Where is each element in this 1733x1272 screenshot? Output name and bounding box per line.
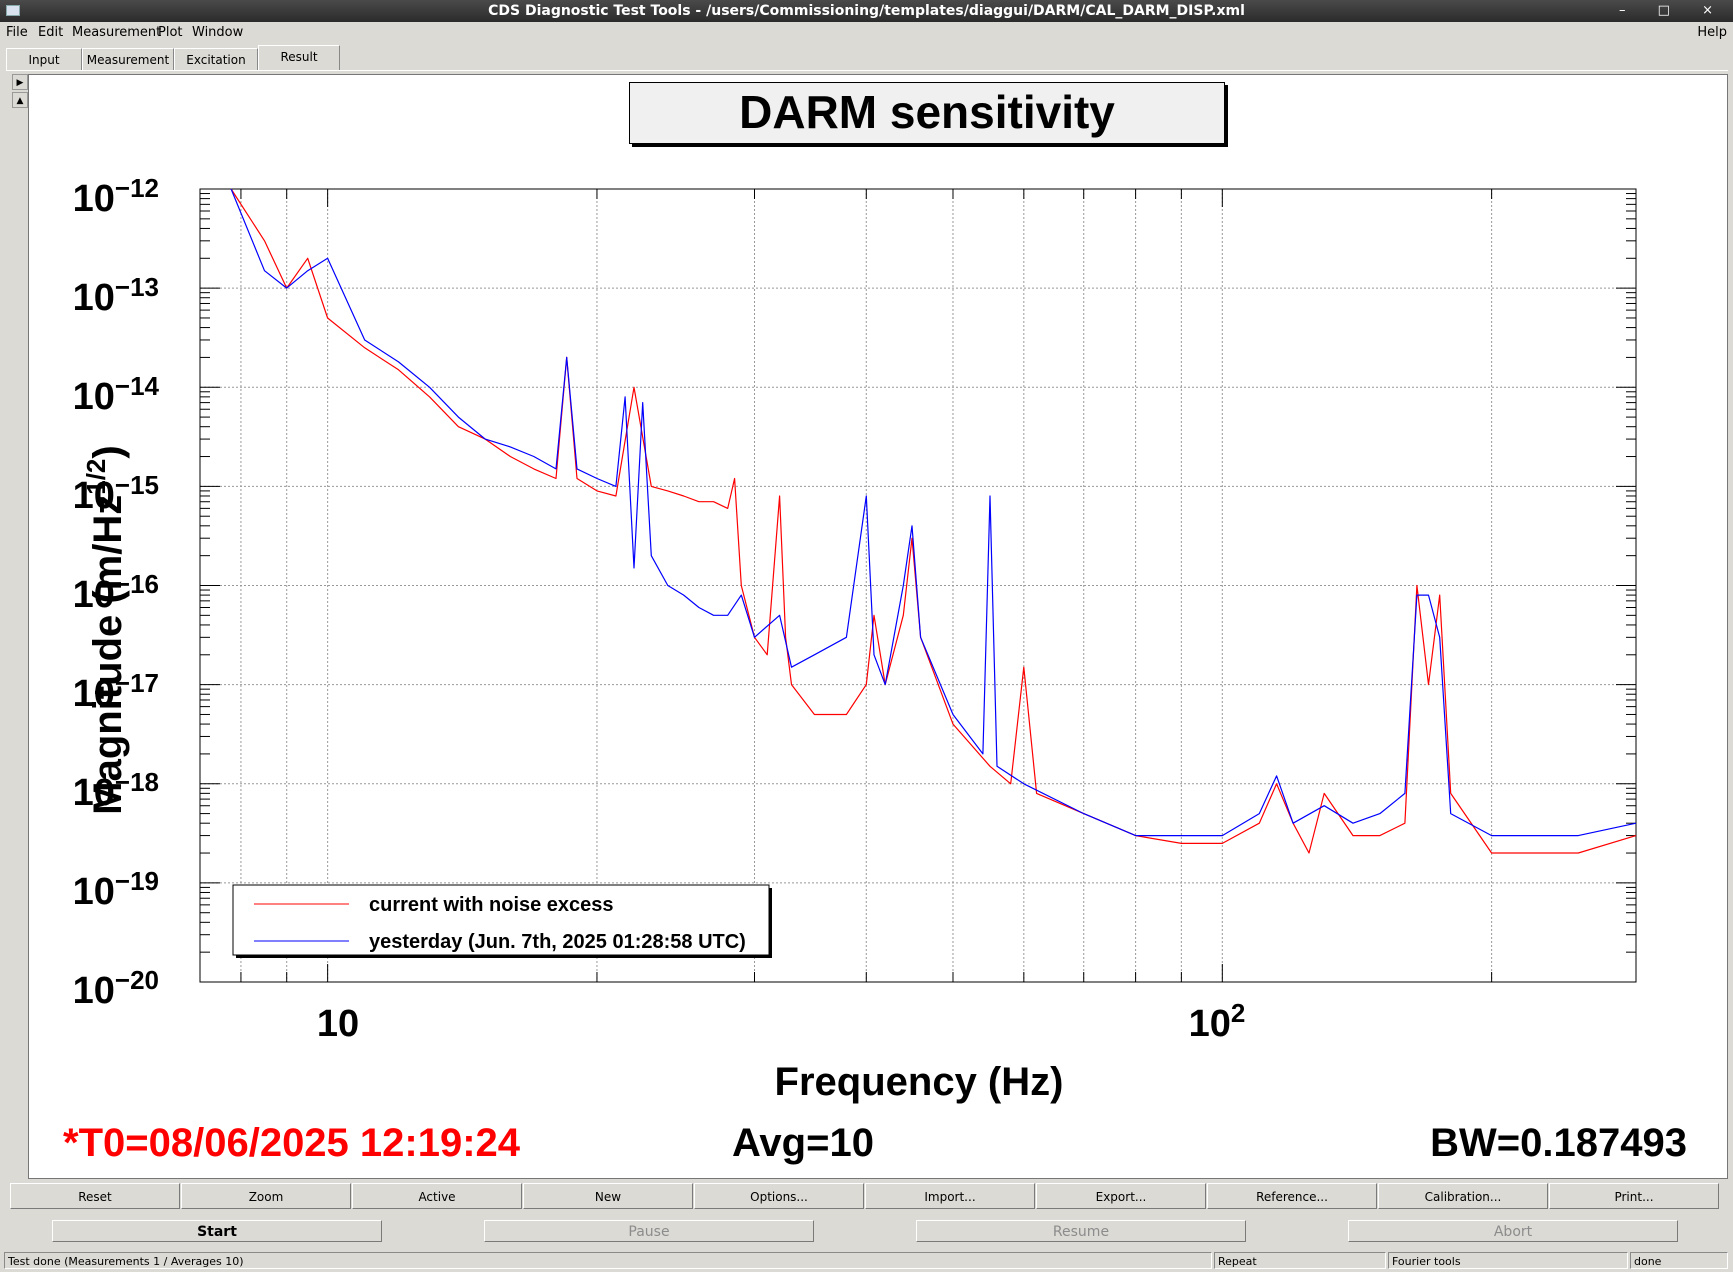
avg-label: Avg=10	[732, 1121, 874, 1165]
pause-button[interactable]: Pause	[484, 1220, 814, 1242]
y-tick-label: 10−15	[73, 470, 159, 517]
menu-window[interactable]: Window	[192, 25, 244, 40]
tab-divider	[6, 70, 1728, 71]
y-tick-label: 10−18	[73, 767, 159, 814]
status-message: Test done (Measurements 1 / Averages 10)	[4, 1252, 1212, 1269]
legend[interactable]: current with noise excess yesterday (Jun…	[232, 884, 772, 958]
tab-input[interactable]: Input	[6, 48, 82, 70]
series-line-yesterday	[230, 188, 1637, 837]
start-button[interactable]: Start	[52, 1220, 382, 1242]
app-icon	[6, 5, 20, 16]
status-fourier: Fourier tools	[1388, 1252, 1628, 1269]
side-arrows: ▶ ▲	[12, 74, 28, 110]
bw-label: BW=0.187493	[1430, 1121, 1687, 1165]
calibration-button[interactable]: Calibration...	[1378, 1183, 1548, 1209]
menubar: File Edit Measurement Plot Window Help	[0, 22, 1733, 44]
x-tick-label: 10	[317, 1003, 359, 1045]
y-tick-label: 10−12	[73, 173, 159, 220]
window-title: CDS Diagnostic Test Tools - /users/Commi…	[488, 3, 1245, 19]
options-button[interactable]: Options...	[694, 1183, 864, 1209]
new-button[interactable]: New	[523, 1183, 693, 1209]
legend-label-yesterday: yesterday (Jun. 7th, 2025 01:28:58 UTC)	[369, 931, 746, 953]
x-tick-label: 102	[1189, 998, 1246, 1045]
y-tick-label: 10−19	[73, 866, 159, 913]
x-tick-labels: 10 102	[317, 998, 1246, 1045]
menu-measurement[interactable]: Measurement	[72, 25, 162, 40]
y-tick-labels: 10−12 10−13 10−14 10−15 10−16 10−17 10−1…	[73, 173, 160, 1012]
window-controls[interactable]: – □ ×	[1619, 3, 1727, 18]
reset-button[interactable]: Reset	[10, 1183, 180, 1209]
menu-help[interactable]: Help	[1697, 25, 1727, 40]
resume-button[interactable]: Resume	[916, 1220, 1246, 1242]
series-layer	[230, 188, 1637, 854]
y-tick-label: 10−13	[73, 272, 159, 319]
y-tick-label: 10−20	[73, 965, 159, 1012]
plot-title: DARM sensitivity	[629, 82, 1225, 144]
plot-canvas[interactable]: 10−12 10−13 10−14 10−15 10−16 10−17 10−1…	[28, 74, 1728, 1179]
run-controls: Start Pause Resume Abort	[10, 1216, 1720, 1248]
plot-svg[interactable]: 10−12 10−13 10−14 10−15 10−16 10−17 10−1…	[29, 75, 1727, 1178]
menu-file[interactable]: File	[6, 25, 28, 40]
abort-button[interactable]: Abort	[1348, 1220, 1678, 1242]
collapse-arrow-icon[interactable]: ▲	[12, 92, 28, 108]
x-axis-label: Frequency (Hz)	[775, 1060, 1064, 1104]
zoom-button[interactable]: Zoom	[181, 1183, 351, 1209]
status-repeat: Repeat	[1214, 1252, 1386, 1269]
expand-arrow-icon[interactable]: ▶	[12, 74, 28, 90]
menu-edit[interactable]: Edit	[38, 25, 64, 40]
tab-result[interactable]: Result	[258, 45, 340, 70]
axis-ticks	[200, 188, 1636, 983]
grid-lines	[200, 189, 1636, 982]
tab-measurement[interactable]: Measurement	[82, 48, 174, 70]
window-titlebar: CDS Diagnostic Test Tools - /users/Commi…	[0, 0, 1733, 22]
active-button[interactable]: Active	[352, 1183, 522, 1209]
status-bar: Test done (Measurements 1 / Averages 10)…	[4, 1252, 1728, 1270]
y-tick-label: 10−16	[73, 569, 159, 616]
import-button[interactable]: Import...	[865, 1183, 1035, 1209]
export-button[interactable]: Export...	[1036, 1183, 1206, 1209]
legend-label-current: current with noise excess	[369, 894, 614, 916]
plot-toolbar: Reset Zoom Active New Options... Import.…	[10, 1183, 1720, 1209]
menu-plot[interactable]: Plot	[158, 25, 183, 40]
reference-button[interactable]: Reference...	[1207, 1183, 1377, 1209]
t0-label: *T0=08/06/2025 12:19:24	[63, 1121, 521, 1165]
status-state: done	[1630, 1252, 1728, 1269]
print-button[interactable]: Print...	[1549, 1183, 1719, 1209]
y-axis-label: Magnitude (m/Hz1/2)	[81, 445, 130, 814]
legend-box	[232, 884, 770, 956]
y-tick-label: 10−17	[73, 668, 159, 715]
tab-excitation[interactable]: Excitation	[174, 48, 258, 70]
y-tick-label: 10−14	[73, 371, 160, 418]
